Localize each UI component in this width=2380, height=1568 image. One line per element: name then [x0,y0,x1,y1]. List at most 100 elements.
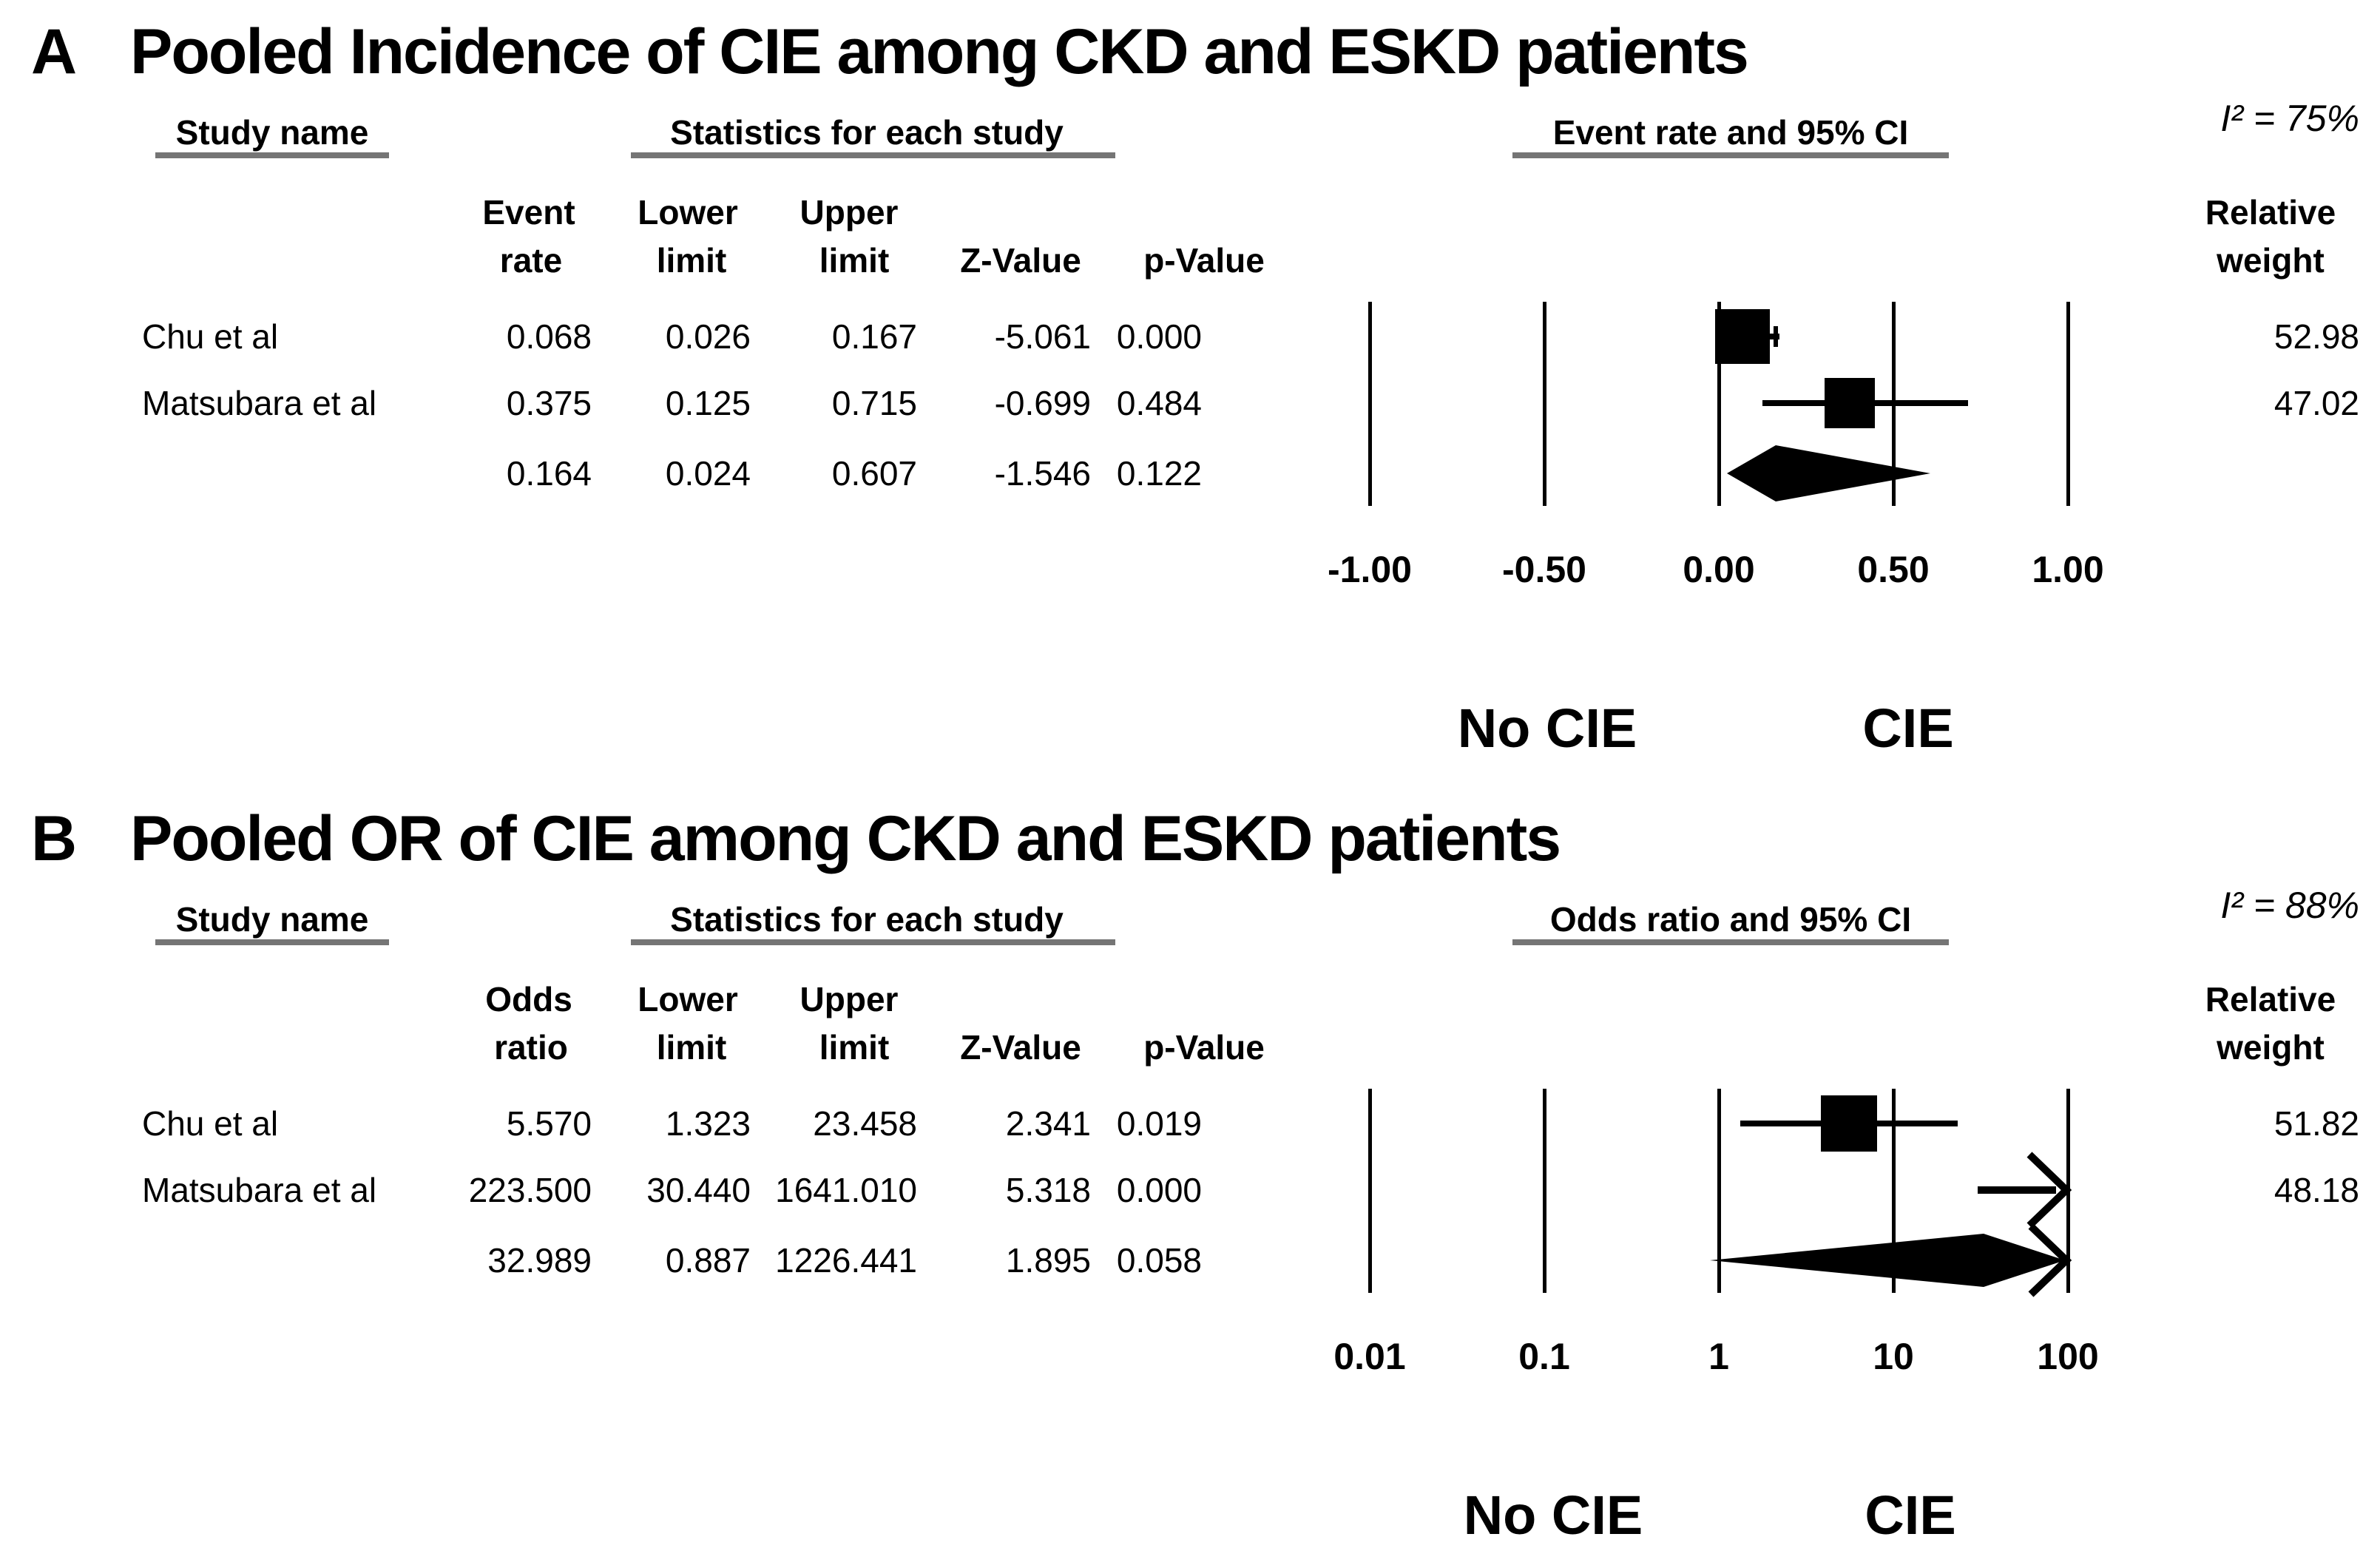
panel-a-study-header-underline [155,152,389,158]
right-direction-label: CIE [1865,1484,1956,1546]
gridline [1892,1089,1896,1293]
study-name: Matsubara et al [142,1171,377,1209]
panel-a-col1-header-line2: rate [499,241,563,280]
panel-b-col3-header-line2: limit [819,1028,890,1067]
stat-cell: 1.323 [665,1104,751,1143]
axis-tick-label: -1.00 [1328,549,1412,590]
stat-cell: 30.440 [646,1171,751,1209]
stat-cell: 0.000 [1116,1171,1202,1209]
panel-a-label: A [31,16,77,87]
right-direction-label: CIE [1862,697,1954,759]
weight-value: 47.02 [2273,384,2359,422]
pooled-diamond [1727,445,1930,501]
gridline [1717,1089,1721,1293]
left-direction-label: No CIE [1463,1484,1643,1546]
truncation-arrow-icon [2026,1152,2072,1229]
gridline [2066,302,2070,506]
stat-cell: 0.715 [831,384,917,422]
panel-b-heterogeneity: I² = 88% [2220,885,2359,926]
panel-a-col2-header-line1: Lower [638,193,738,232]
stat-cell: 0.375 [506,384,592,422]
stat-cell: 223.500 [468,1171,592,1209]
gridline [1368,302,1372,506]
pooled-stat-cell: 0.058 [1116,1241,1202,1280]
axis-tick-label: 0.1 [1518,1336,1570,1377]
panel-a-heterogeneity: I² = 75% [2220,98,2359,139]
axis-tick-label: 1.00 [2032,549,2104,590]
ci-whisker-endcap [1774,326,1778,347]
panel-b-study-header-underline [155,939,389,945]
panel-a-col3-header-line2: limit [819,241,890,280]
axis-tick-label: 1 [1708,1336,1729,1377]
stat-cell: 5.570 [506,1104,592,1143]
gridline [1543,1089,1546,1293]
pooled-stat-cell: 32.989 [487,1241,592,1280]
weight-value: 51.82 [2273,1104,2359,1143]
panel-a-weight-header-line1: Relative [2205,193,2336,232]
axis-tick-label: 0.50 [1857,549,1930,590]
panel-b-weight-header-line1: Relative [2205,980,2336,1018]
axis-tick-label: 100 [2037,1336,2099,1377]
panel-a-title: Pooled Incidence of CIE among CKD and ES… [130,16,1749,87]
stat-cell: -0.699 [994,384,1091,422]
panel-b-plot-col-header: Odds ratio and 95% CI [1549,900,1912,939]
weight-value: 52.98 [2273,317,2359,356]
panel-a-stats-header-underline [631,152,1115,158]
pooled-stat-cell: 0.164 [506,454,592,493]
study-name: Matsubara et al [142,384,377,422]
weight-value: 48.18 [2273,1171,2359,1209]
gridline [1717,302,1721,506]
study-name: Chu et al [142,1104,279,1143]
stat-cell: 0.019 [1116,1104,1202,1143]
stat-cell: 0.484 [1116,384,1202,422]
panel-a-col1-header-line1: Event [482,193,575,232]
truncation-arrow-icon [2028,1223,2072,1297]
panel-b-plot-header-underline [1512,939,1949,945]
panel-a-plot-header-underline [1512,152,1949,158]
stat-cell: 2.341 [1005,1104,1091,1143]
panel-b-stats-col-header: Statistics for each study [670,900,1064,939]
stat-cell: -5.061 [994,317,1091,356]
study-square [1825,378,1875,428]
pooled-diamond [1710,1234,2065,1287]
panel-a-weight-header-line2: weight [2217,241,2325,280]
pooled-stat-cell: 1226.441 [775,1241,917,1280]
panel-b-col3-header-line1: Upper [799,980,899,1018]
panel-b-col1-header-line2: ratio [494,1028,568,1067]
panel-b-col2-header-line1: Lower [638,980,738,1018]
panel-b-zvalue-header: Z-Value [960,1028,1081,1067]
stat-cell: 0.026 [665,317,751,356]
axis-tick-label: 0.01 [1333,1336,1406,1377]
panel-a-pvalue-header: p-Value [1143,241,1265,280]
panel-b-weight-header-line2: weight [2217,1028,2325,1067]
panel-b-stats-header-underline [631,939,1115,945]
panel-b-title: Pooled OR of CIE among CKD and ESKD pati… [130,803,1561,874]
gridline [1368,1089,1372,1293]
left-direction-label: No CIE [1457,697,1637,759]
panel-a-stats-col-header: Statistics for each study [670,113,1064,152]
panel-b-pvalue-header: p-Value [1143,1028,1265,1067]
panel-b-col1-header-line1: Odds [485,980,572,1018]
stat-cell: 0.125 [665,384,751,422]
axis-tick-label: -0.50 [1502,549,1586,590]
stat-cell: 0.068 [506,317,592,356]
gridline [1543,302,1546,506]
pooled-stat-cell: 0.887 [665,1241,751,1280]
pooled-stat-cell: -1.546 [994,454,1091,493]
axis-tick-label: 0.00 [1683,549,1755,590]
panel-b-col2-header-line2: limit [656,1028,727,1067]
study-square [1715,309,1770,364]
stat-cell: 0.167 [831,317,917,356]
panel-a-col3-header-line1: Upper [799,193,899,232]
panel-a-col2-header-line2: limit [656,241,727,280]
panel-b-label: B [31,803,77,874]
study-name: Chu et al [142,317,279,356]
pooled-stat-cell: 0.024 [665,454,751,493]
stat-cell: 1641.010 [775,1171,917,1209]
panel-a-zvalue-header: Z-Value [960,241,1081,280]
panel-a-plot-col-header: Event rate and 95% CI [1552,113,1909,152]
stat-cell: 5.318 [1005,1171,1091,1209]
panel-a-study-col-header: Study name [175,113,369,152]
